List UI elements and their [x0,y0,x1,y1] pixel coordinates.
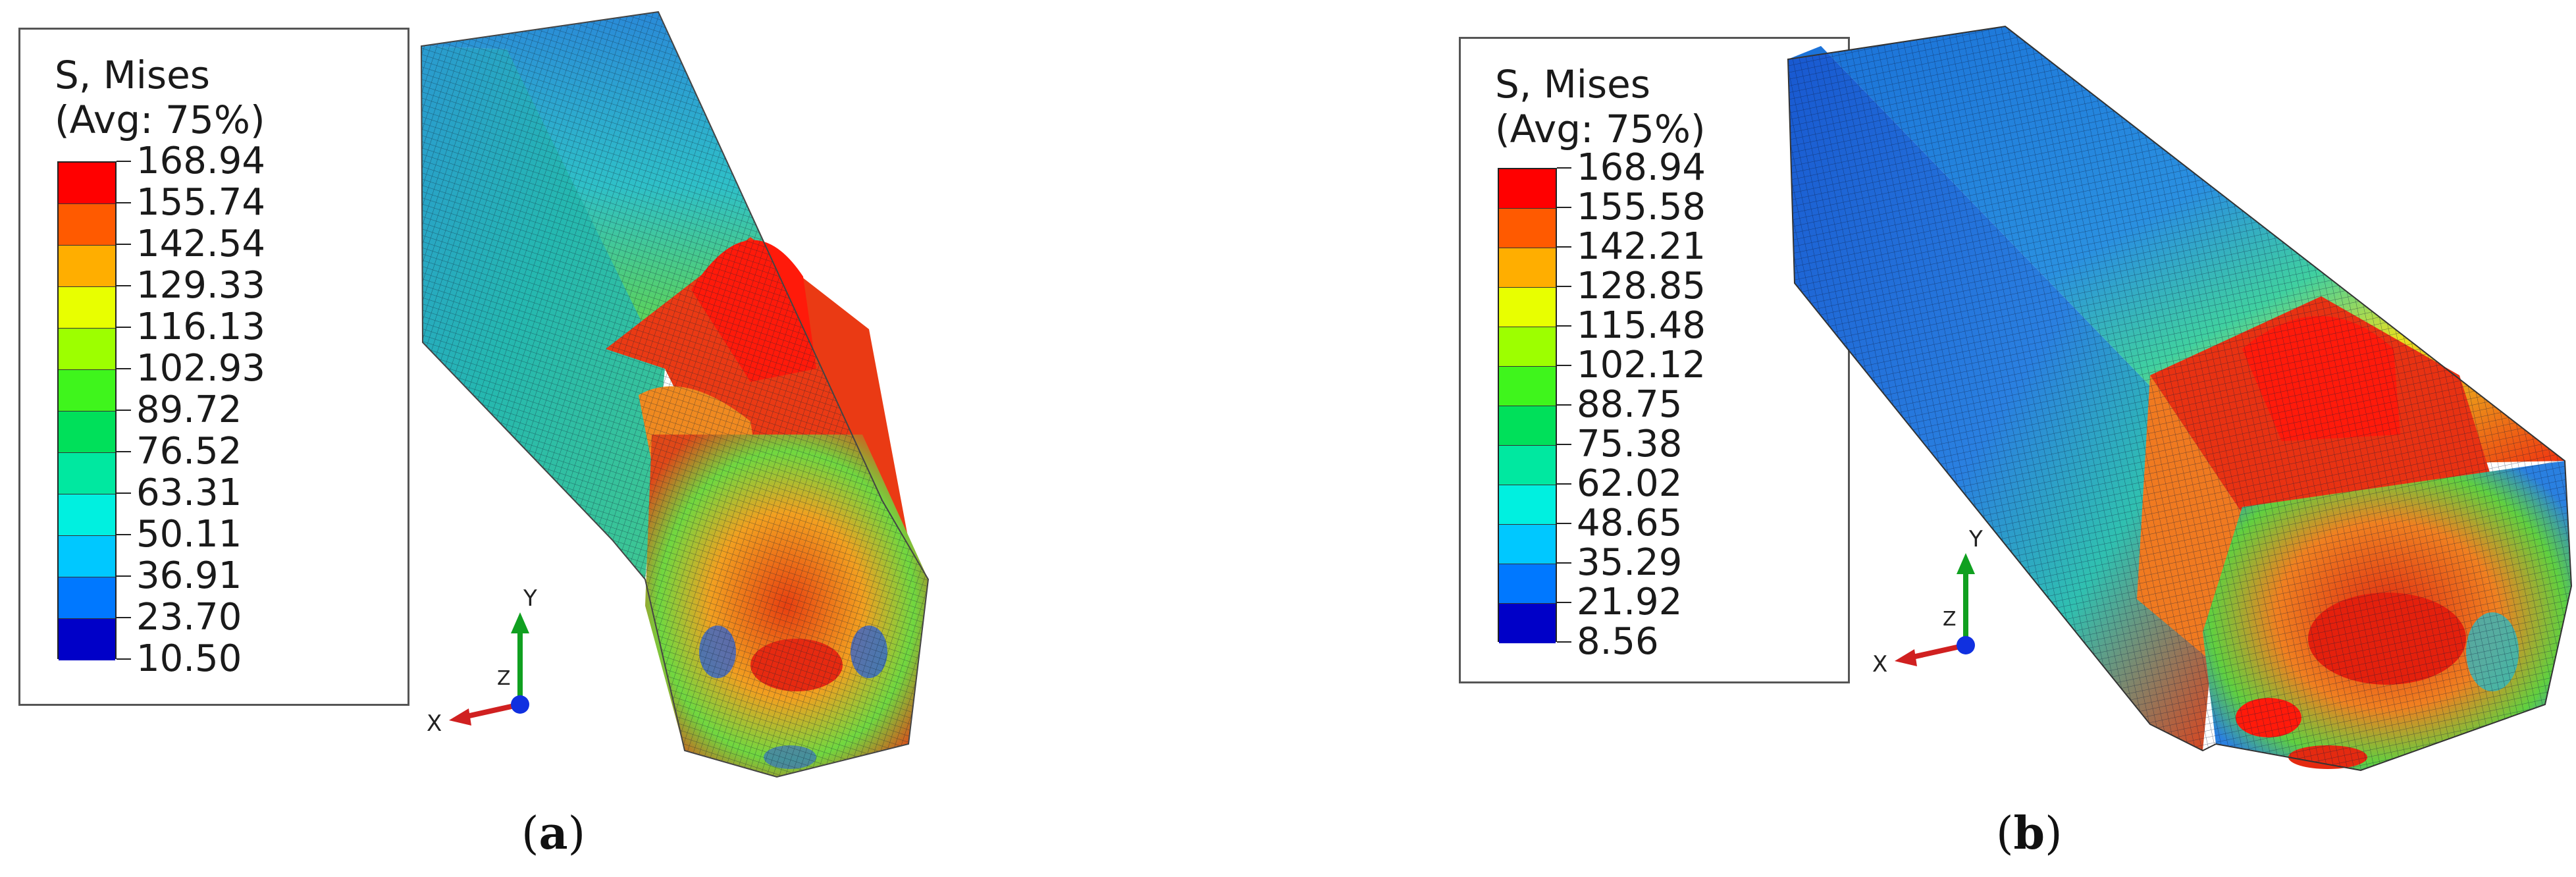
z-axis-marker [511,695,529,714]
legend-color-swatch [1499,446,1556,485]
panel-b: S, Mises (Avg: 75%) 168.94 155.58 142.21… [1288,0,2576,877]
legend-value: 75.38 [1577,423,1683,465]
axis-triad: Y X Z [427,585,537,737]
legend-value: 102.12 [1577,344,1706,386]
legend-box: S, Mises (Avg: 75%) 168.94 155.58 142.21… [1459,37,1850,683]
legend-value: 129.33 [136,264,265,307]
legend-color-swatch [1499,525,1556,564]
axis-triad: Y X Z [1872,526,1983,678]
legend-color-swatch [59,494,115,536]
x-axis-label: X [427,710,442,737]
legend-value: 168.94 [136,140,265,182]
y-axis-label: Y [1968,526,1983,552]
legend-box: S, Mises (Avg: 75%) 168.94 155.74 142.54… [18,28,409,706]
legend-color-swatch [1499,169,1556,209]
z-axis-label: Z [1943,608,1957,631]
legend-value: 116.13 [136,306,265,348]
legend-subtitle: (Avg: 75%) [1495,107,1706,151]
legend-color-swatch [59,453,115,494]
legend-value: 76.52 [136,430,242,473]
legend-color-scale [57,161,117,660]
legend-value: 48.65 [1577,502,1683,545]
z-axis-marker [1957,636,1975,654]
fea-stress-model [1787,25,2573,772]
legend-title: S, Mises [1495,62,1650,107]
fea-stress-model [420,11,930,778]
legend-color-swatch [1499,604,1556,643]
legend-value: 8.56 [1577,620,1659,663]
legend-color-swatch [59,246,115,287]
x-axis-arrow [460,702,521,720]
legend-value: 88.75 [1577,383,1683,426]
legend-color-swatch [59,370,115,412]
legend-color-swatch [1499,485,1556,525]
legend-color-swatch [1499,406,1556,446]
legend-color-swatch [59,577,115,619]
legend-value: 142.54 [136,223,265,265]
legend-value: 142.21 [1577,225,1706,268]
legend-value: 155.74 [136,181,265,224]
legend-color-swatch [1499,564,1556,604]
x-axis-label: X [1872,651,1887,678]
legend-value: 128.85 [1577,265,1706,307]
panel-caption: (a) [521,807,586,860]
legend-color-swatch [59,287,115,329]
legend-color-swatch [59,204,115,246]
legend-value: 168.94 [1577,146,1706,189]
legend-value: 89.72 [136,388,242,431]
legend-value: 10.50 [136,637,242,680]
legend-color-swatch [1499,209,1556,248]
legend-value: 21.92 [1577,581,1683,624]
z-axis-label: Z [497,667,511,690]
legend-value: 23.70 [136,596,242,639]
legend-color-swatch [1499,288,1556,327]
legend-color-swatch [1499,367,1556,406]
legend-title: S, Mises [55,53,210,97]
legend-color-scale [1498,168,1557,643]
legend-color-swatch [59,619,115,660]
legend-subtitle: (Avg: 75%) [55,97,265,142]
legend-value: 35.29 [1577,541,1683,584]
legend-value: 50.11 [136,513,242,556]
legend-color-swatch [59,329,115,370]
legend-color-swatch [1499,248,1556,288]
legend-color-swatch [59,536,115,577]
legend-value: 115.48 [1577,304,1706,347]
legend-color-swatch [59,412,115,453]
panel-a: S, Mises (Avg: 75%) 168.94 155.74 142.54… [18,11,930,860]
x-axis-arrow [1906,643,1966,661]
y-axis-label: Y [523,585,537,612]
legend-value: 63.31 [136,471,242,514]
legend-value: 155.58 [1577,186,1706,228]
legend-color-swatch [1499,327,1556,367]
legend-value: 102.93 [136,347,265,390]
legend-value: 36.91 [136,554,242,597]
panel-caption: (b) [1996,807,2063,860]
legend-color-swatch [59,163,115,204]
legend-value: 62.02 [1577,462,1683,505]
